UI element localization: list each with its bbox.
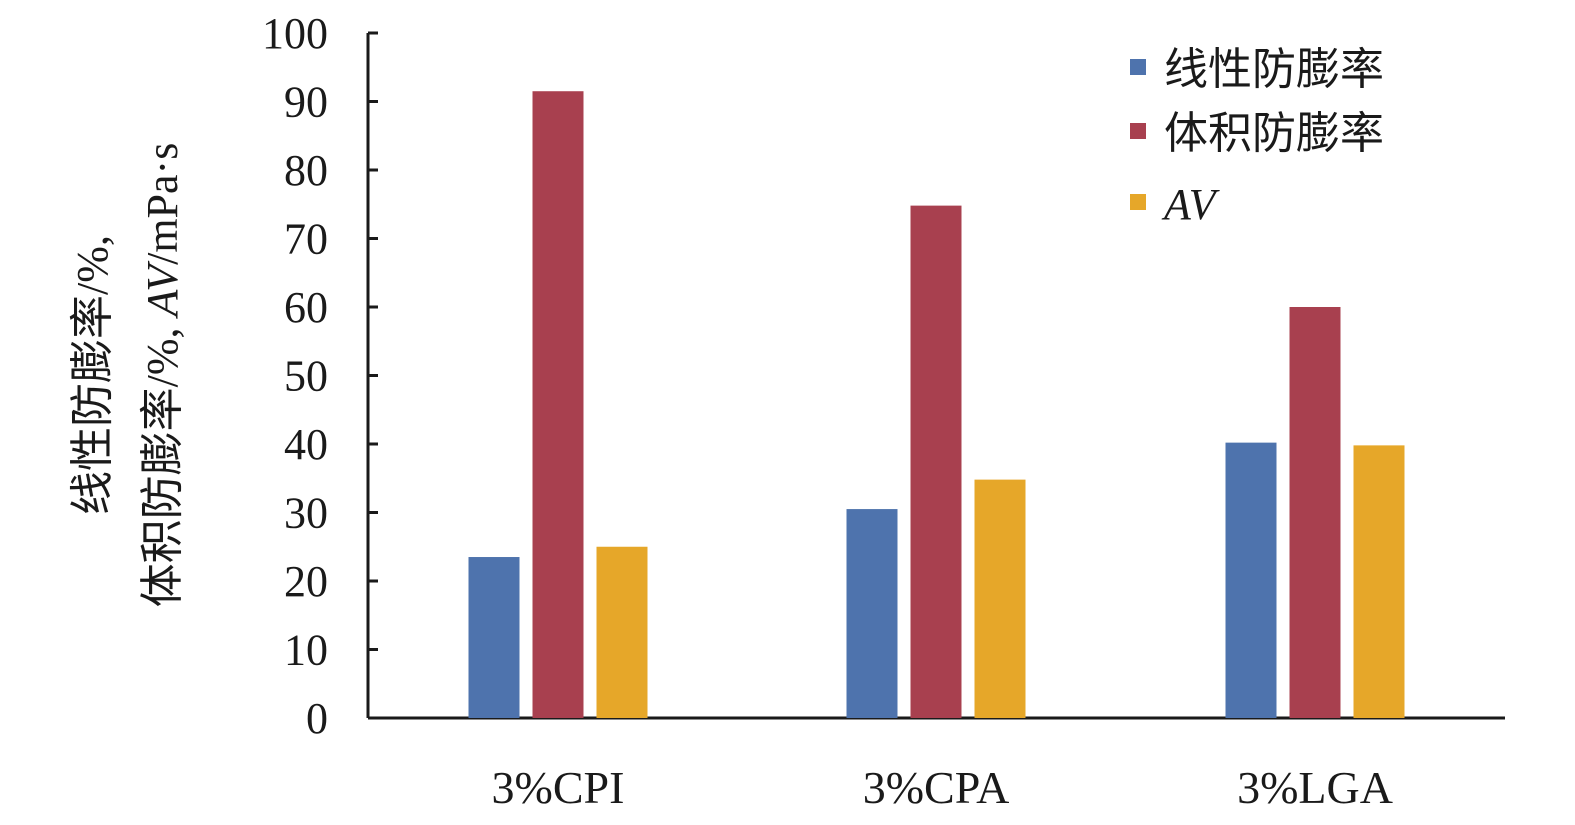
bars <box>468 91 1405 719</box>
bar-3-3%CPI <box>596 546 648 718</box>
bar-3-3%CPA <box>974 479 1026 718</box>
y-tick-label: 40 <box>284 420 328 469</box>
y-tick-label: 70 <box>284 215 328 264</box>
legend-label: 线性防膨率 <box>1164 45 1384 94</box>
y-tick-label: 50 <box>284 352 328 401</box>
legend-swatch <box>1130 59 1146 75</box>
y-tick-label: 20 <box>284 557 328 606</box>
y-axis-title-line2: 体积防膨率/%, AV/mPa·s <box>138 143 187 608</box>
y-tick-label: 0 <box>306 694 328 743</box>
bar-2-3%CPI <box>532 91 584 719</box>
legend-swatch <box>1130 194 1146 210</box>
y-axis-title-line1: 线性防膨率/%, <box>68 235 117 515</box>
y-tick-label: 10 <box>284 626 328 675</box>
y-tick-label: 60 <box>284 283 328 332</box>
y-tick-label: 90 <box>284 78 328 127</box>
y-axis-title-line2-a: 体积防膨率/%, <box>138 316 187 607</box>
legend-label: 体积防膨率 <box>1164 109 1384 158</box>
category-labels: 3%CPI 3%CPA 3%LGA <box>492 762 1393 813</box>
y-axis-title: 线性防膨率/%, 体积防膨率/%, AV/mPa·s <box>68 143 187 608</box>
y-axis-title-line2-c: /mPa·s <box>138 143 187 265</box>
y-ticks: 0 10 20 30 40 50 60 70 80 90 100 <box>262 9 378 743</box>
y-axis-title-line2-b: AV <box>138 260 187 320</box>
y-tick-label: 100 <box>262 9 328 58</box>
bar-3-3%LGA <box>1353 445 1405 718</box>
y-tick-label: 30 <box>284 489 328 538</box>
bar-1-3%LGA <box>1225 442 1277 718</box>
bar-2-3%LGA <box>1289 307 1341 718</box>
bar-1-3%CPI <box>468 557 520 718</box>
legend-label: AV <box>1161 180 1221 229</box>
legend-swatch <box>1130 123 1146 139</box>
bar-1-3%CPA <box>846 509 898 718</box>
bar-2-3%CPA <box>910 205 962 718</box>
x-category-label: 3%LGA <box>1237 762 1393 813</box>
x-category-label: 3%CPA <box>863 762 1010 813</box>
x-category-label: 3%CPI <box>492 762 625 813</box>
y-tick-label: 80 <box>284 146 328 195</box>
